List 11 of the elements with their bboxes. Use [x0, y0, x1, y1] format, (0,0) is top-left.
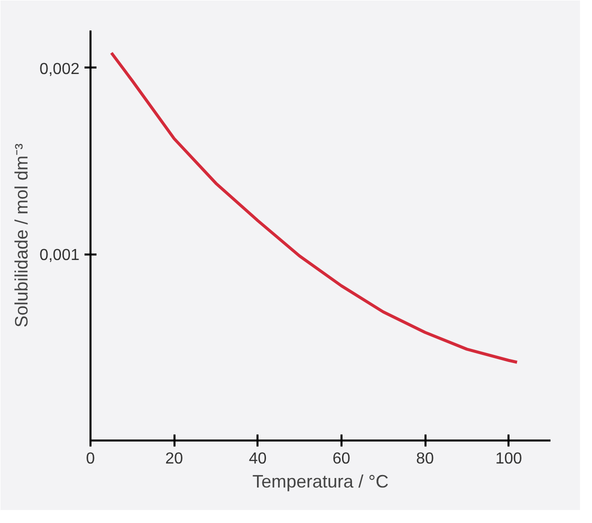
x-tick-label: 100 [495, 450, 522, 468]
x-tick-label: 20 [165, 450, 184, 468]
y-tick-label: 0,002 [39, 60, 80, 78]
line-series [110, 51, 519, 364]
x-tick-label: 40 [248, 450, 267, 468]
x-tick-label: 80 [416, 450, 434, 468]
x-tick-label: 0 [86, 450, 96, 468]
y-tick-label: 0,001 [39, 247, 80, 264]
x-axis-title: Temperatura / °C [252, 472, 389, 492]
x-tick-label: 60 [332, 450, 350, 468]
y-axis-title: Solubilidade / mol dm⁻³ [11, 143, 32, 328]
